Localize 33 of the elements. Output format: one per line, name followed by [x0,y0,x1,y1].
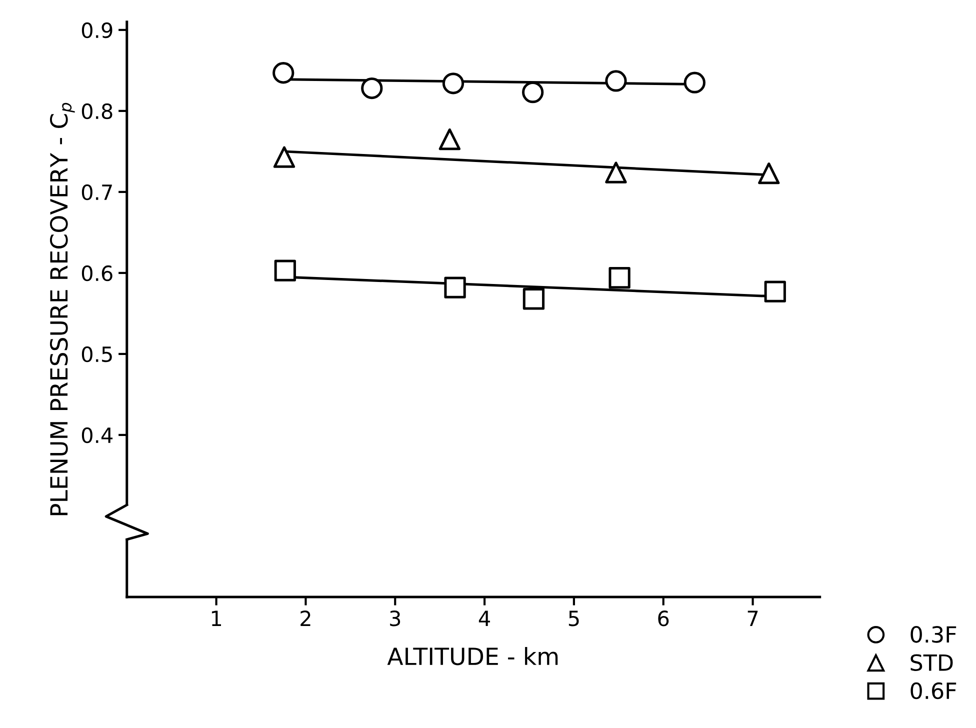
point [438,128,460,150]
point [684,72,706,94]
point [273,146,296,168]
x-tick-label: 6 [658,610,669,626]
x-axis-title: ALTITUDE - km [387,646,558,666]
point [608,266,630,289]
x-tick-label: 7 [748,610,758,626]
point [764,280,786,302]
y-axis-title: PLENUM PRESSURE RECOVERY - C$_{p}$ [50,102,75,516]
x-tick-label: 4 [478,610,490,626]
y-tick-label: 0.9 [82,22,112,38]
y-tick-label: 0.8 [82,103,112,120]
point [361,77,383,100]
y-tick-label: 0.6 [82,265,112,282]
legend-label: 0.3F [910,626,956,643]
x-tick-label: 2 [300,610,310,626]
y-tick-label: 0.7 [82,184,112,200]
legend-label: STD [910,654,953,672]
point [758,162,780,184]
point [274,260,296,282]
point [272,62,294,84]
y-tick-label: 0.5 [82,346,112,362]
point [522,81,544,104]
x-tick-label: 1 [212,610,221,626]
point [444,276,466,298]
x-tick-label: 5 [568,610,579,626]
x-tick-label: 3 [390,610,400,626]
point [605,70,627,92]
point [442,72,464,94]
point [522,288,545,310]
legend-label: 0.6F [910,682,956,700]
y-tick-label: 0.4 [82,427,113,444]
point [605,162,627,184]
